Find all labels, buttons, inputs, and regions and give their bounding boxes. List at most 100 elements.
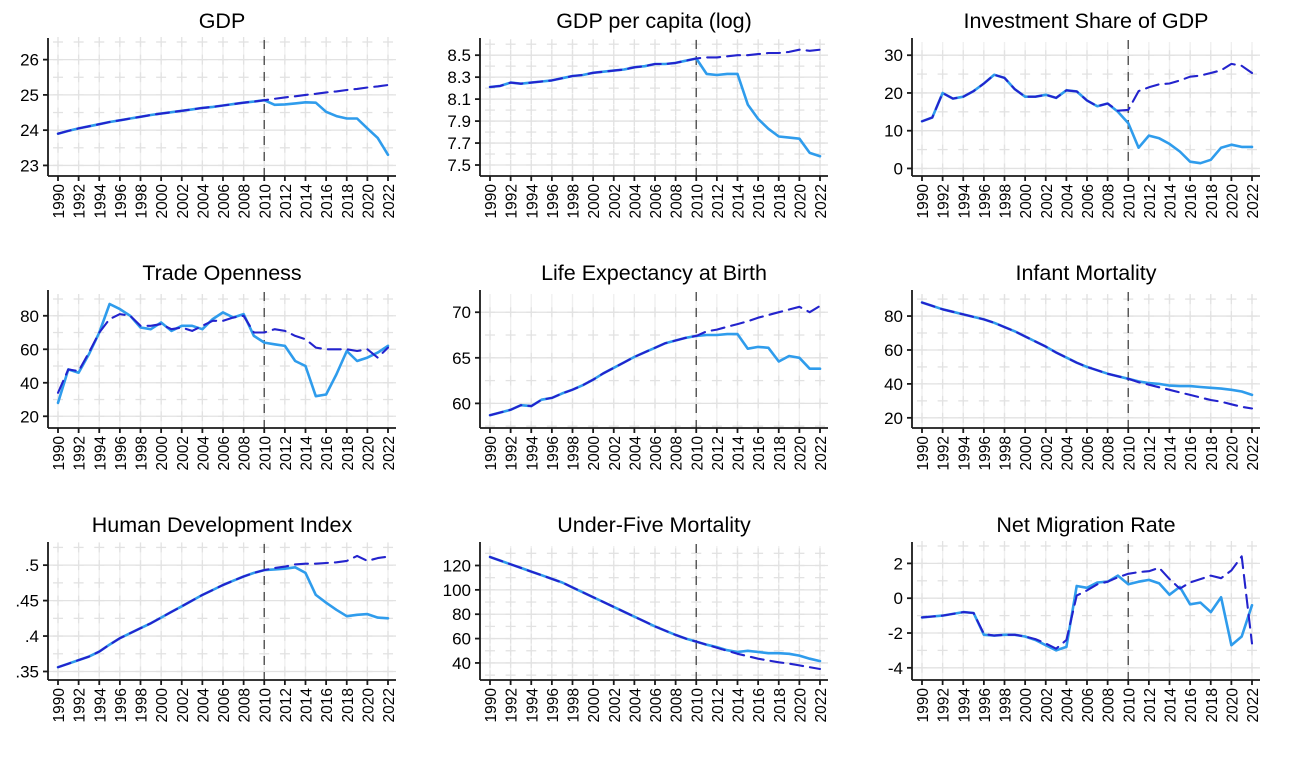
y-tick-label: 0 [894, 159, 903, 178]
x-tick-label: 1990 [915, 184, 932, 219]
x-tick-label: 2018 [772, 688, 789, 722]
y-tick-label: 60 [20, 340, 39, 359]
y-tick-label: 7.5 [447, 156, 471, 175]
x-tick-label: 2004 [1059, 184, 1076, 219]
x-tick-label: 2014 [1163, 436, 1180, 471]
x-tick-label: 1994 [956, 184, 973, 219]
x-tick-label: 1994 [524, 436, 541, 471]
x-tick-label: 2008 [1101, 436, 1118, 470]
y-tick-label: 60 [884, 341, 903, 360]
x-tick-label: 2008 [669, 436, 686, 470]
x-tick-label: 2000 [586, 436, 603, 471]
chart-panel-investment-share: 0 10 20 30 1990 1992 1994 1996 1998 2000 2002 2004 2… [864, 0, 1296, 252]
axes [43, 290, 396, 433]
x-tick-label: 2002 [1039, 184, 1056, 218]
x-tick-label: 2004 [1059, 436, 1076, 471]
x-tick-label: 1992 [504, 184, 521, 218]
x-tick-label: 2002 [175, 436, 192, 470]
x-tick-label: 2012 [278, 184, 295, 218]
x-tick-label: 1996 [113, 184, 130, 218]
y-tick-label: 80 [20, 307, 39, 326]
x-tick-label: 2008 [1101, 184, 1118, 218]
y-tick-label: 120 [443, 556, 471, 575]
chart-panel-net-migration: -4 -2 0 2 1990 1992 1994 1996 1998 2000 2002 2004 20… [864, 504, 1296, 756]
x-tick-label: 1994 [92, 184, 109, 219]
series-synthetic [488, 555, 822, 671]
x-tick-label: 2022 [381, 688, 398, 722]
x-tick-label: 1992 [72, 184, 89, 218]
x-tick-label: 2020 [360, 184, 377, 219]
axes [475, 542, 828, 685]
panel-title: GDP per capita (log) [556, 9, 752, 33]
x-tick-label: 1996 [977, 688, 994, 722]
y-tick-label: 40 [452, 654, 471, 673]
x-tick-label: 1994 [92, 688, 109, 723]
x-tick-label: 1998 [134, 184, 151, 218]
x-tick-label: 1998 [998, 436, 1015, 470]
x-tick-label: 2012 [710, 184, 727, 218]
x-tick-label: 2004 [627, 184, 644, 219]
x-tick-label: 2002 [175, 184, 192, 218]
x-tick-label: 2006 [216, 436, 233, 470]
x-tick-label: 2022 [1245, 436, 1262, 470]
y-tick-label: 8.1 [447, 90, 471, 109]
x-tick-label: 2016 [1183, 436, 1200, 470]
x-tick-label: 2018 [340, 688, 357, 722]
x-tick-label: 2006 [1080, 688, 1097, 722]
x-tick-label: 2008 [669, 688, 686, 722]
x-tick-label: 1998 [566, 184, 583, 218]
axes [907, 542, 1260, 685]
x-tick-label: 2020 [1224, 184, 1241, 219]
series-actual [56, 302, 390, 405]
x-tick-label: 2016 [319, 688, 336, 722]
x-tick-label: 2016 [319, 184, 336, 218]
x-tick-label: 2020 [792, 184, 809, 219]
axes [907, 38, 1260, 181]
x-tick-label: 2022 [381, 184, 398, 218]
x-tick-label: 2012 [1142, 436, 1159, 470]
x-tick-label: 2008 [1101, 688, 1118, 722]
y-tick-label: -4 [888, 659, 903, 678]
x-tick-label: 2010 [1121, 436, 1138, 471]
x-tick-label: 2010 [257, 436, 274, 471]
y-tick-label: .4 [25, 627, 39, 646]
x-tick-label: 2022 [1245, 184, 1262, 218]
y-tick-label: 100 [443, 581, 471, 600]
series-synthetic [920, 301, 1254, 410]
x-tick-label: 2022 [813, 688, 830, 722]
x-tick-label: 2002 [1039, 436, 1056, 470]
x-tick-label: 1998 [566, 436, 583, 470]
y-tick-label: .45 [15, 592, 39, 611]
x-tick-label: 1990 [51, 436, 68, 471]
x-tick-label: 2020 [360, 436, 377, 471]
x-tick-label: 2016 [751, 184, 768, 218]
x-tick-label: 2016 [751, 436, 768, 470]
panel-title: Net Migration Rate [996, 513, 1175, 537]
x-tick-label: 2016 [319, 436, 336, 470]
x-tick-label: 2020 [1224, 688, 1241, 723]
x-tick-label: 2014 [1163, 688, 1180, 723]
x-tick-label: 1996 [545, 436, 562, 470]
panel-title: Infant Mortality [1016, 261, 1157, 285]
x-tick-label: 2012 [278, 436, 295, 470]
x-tick-label: 2012 [1142, 184, 1159, 218]
panel-title: Under-Five Mortality [557, 513, 751, 537]
x-tick-label: 2004 [195, 184, 212, 219]
x-tick-label: 2002 [607, 184, 624, 218]
x-tick-label: 2000 [1018, 688, 1035, 723]
x-tick-label: 2008 [237, 688, 254, 722]
y-tick-label: -2 [888, 624, 903, 643]
x-tick-label: 1996 [545, 688, 562, 722]
x-tick-label: 1992 [936, 436, 953, 470]
x-tick-label: 2000 [154, 184, 171, 219]
y-tick-label: 60 [452, 630, 471, 649]
y-tick-label: 2 [894, 554, 903, 573]
x-tick-label: 1998 [134, 436, 151, 470]
y-tick-label: 60 [452, 394, 471, 413]
x-tick-label: 1990 [51, 184, 68, 219]
x-tick-label: 2006 [1080, 436, 1097, 470]
axes [43, 542, 396, 685]
